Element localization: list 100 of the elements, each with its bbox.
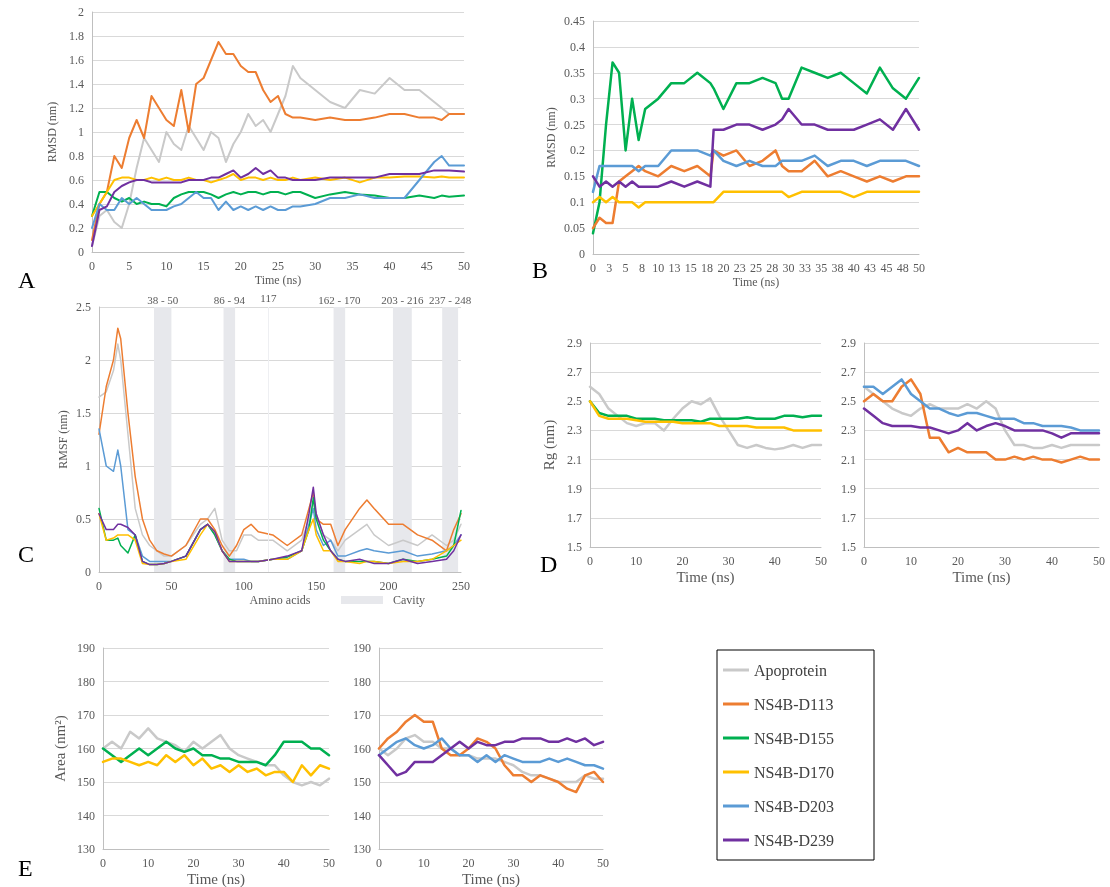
- y-tick-label: 130: [77, 842, 95, 856]
- x-tick-label: 23: [733, 261, 746, 275]
- x-tick-label: 20: [462, 856, 475, 870]
- y-tick-label: 1.6: [69, 53, 84, 67]
- x-tick-label: 30: [309, 259, 322, 273]
- x-tick-label: 0: [590, 261, 596, 275]
- line-series: [377, 713, 605, 794]
- x-axis-title: Time (ns): [254, 273, 302, 287]
- x-tick-label: 28: [766, 261, 779, 275]
- x-axis-title: Time (ns): [732, 275, 780, 289]
- x-tick-label: 10: [142, 856, 155, 870]
- y-tick-label: 0.45: [564, 14, 585, 28]
- y-tick-label: 0.6: [69, 173, 84, 187]
- y-tick-label: 1.9: [841, 481, 856, 496]
- x-tick-label: 50: [913, 261, 925, 275]
- y-tick-label: 1.4: [69, 77, 84, 91]
- line-series: [591, 61, 921, 235]
- x-tick-label: 20: [717, 261, 730, 275]
- x-tick-label: 25: [272, 259, 284, 273]
- y-tick-label: 2.5: [76, 300, 91, 314]
- y-tick-label: 140: [353, 808, 371, 823]
- x-tick-label: 30: [999, 554, 1011, 568]
- y-tick-label: 2.9: [841, 336, 856, 350]
- x-tick-label: 40: [768, 554, 781, 568]
- x-tick-label: 15: [197, 259, 210, 273]
- x-tick-label: 0: [376, 856, 382, 870]
- y-tick-label: 0: [78, 245, 84, 259]
- x-tick-label: 0: [100, 856, 106, 870]
- y-axis-title: Area (nm²): [51, 715, 69, 782]
- x-tick-label: 20: [187, 856, 200, 870]
- legend-label: NS4B-D113: [754, 695, 834, 713]
- x-tick-label: 100: [234, 579, 253, 593]
- y-tick-label: 170: [353, 708, 371, 722]
- x-tick-label: 10: [630, 554, 643, 568]
- ref-line-label: 117: [260, 291, 277, 304]
- line-series: [91, 155, 465, 229]
- x-axis-title: Time (ns): [186, 870, 246, 887]
- y-tick-label: 1.7: [567, 510, 582, 525]
- y-tick-label: 150: [77, 775, 95, 789]
- x-tick-label: 40: [383, 259, 396, 273]
- y-tick-label: 0.35: [564, 65, 585, 80]
- y-tick-label: 2.5: [567, 394, 582, 409]
- y-tick-label: 2.1: [567, 452, 582, 467]
- x-tick-label: 30: [232, 856, 245, 870]
- y-tick-label: 1.5: [76, 406, 91, 420]
- x-tick-label: 10: [905, 554, 917, 568]
- x-tick-label: 5: [622, 261, 629, 275]
- line-series: [377, 737, 605, 777]
- x-tick-label: 150: [307, 579, 326, 593]
- x-tick-label: 50: [323, 856, 335, 870]
- y-tick-label: 170: [77, 708, 95, 722]
- x-tick-label: 50: [597, 856, 609, 870]
- y-tick-label: 130: [353, 842, 371, 856]
- y-tick-label: 0.4: [570, 39, 585, 54]
- y-tick-label: 2: [78, 5, 84, 19]
- x-tick-label: 40: [277, 856, 290, 870]
- line-series: [91, 173, 465, 217]
- x-axis-title: Time (ns): [952, 568, 1011, 586]
- x-tick-label: 50: [165, 579, 178, 593]
- band-label: 38 - 50: [147, 293, 179, 306]
- y-tick-label: 0: [85, 565, 91, 579]
- x-axis-title: Time (ns): [676, 568, 735, 586]
- y-tick-label: 0.05: [564, 221, 585, 236]
- band-label: 237 - 248: [429, 293, 472, 306]
- x-tick-label: 10: [160, 259, 173, 273]
- x-tick-label: 33: [798, 261, 811, 275]
- x-tick-label: 13: [668, 261, 681, 275]
- line-series: [862, 378, 1101, 464]
- x-tick-label: 18: [701, 261, 714, 275]
- y-tick-label: 2.5: [841, 394, 856, 409]
- x-axis-title: Amino acids: [249, 593, 311, 607]
- y-tick-label: 0.15: [564, 169, 585, 184]
- line-series: [862, 378, 1101, 432]
- y-tick-label: 1.5: [567, 540, 582, 554]
- text: A: [18, 267, 36, 293]
- x-tick-label: 40: [847, 261, 860, 275]
- text: E: [18, 855, 33, 881]
- x-tick-label: 30: [782, 261, 795, 275]
- text: Cavity: [393, 593, 425, 607]
- x-tick-label: 15: [684, 261, 697, 275]
- x-tick-label: 8: [638, 261, 645, 275]
- y-axis-title: RMSD (nm): [544, 107, 558, 168]
- y-tick-label: 190: [353, 641, 371, 655]
- line-series: [591, 190, 921, 209]
- y-tick-label: 1: [78, 125, 84, 139]
- y-tick-label: 180: [77, 674, 95, 689]
- x-tick-label: 20: [234, 259, 247, 273]
- line-series: [591, 107, 921, 188]
- y-tick-label: 0.1: [570, 195, 585, 210]
- line-series: [377, 737, 605, 770]
- line-series: [591, 149, 921, 230]
- text: D: [540, 551, 558, 577]
- x-tick-label: 35: [346, 259, 359, 273]
- x-tick-label: 45: [420, 259, 433, 273]
- y-tick-label: 0.3: [570, 91, 585, 106]
- x-tick-label: 43: [864, 261, 877, 275]
- line-series: [91, 191, 465, 217]
- line-series: [101, 753, 331, 784]
- legend-label: NS4B-D239: [754, 831, 835, 849]
- y-tick-label: 190: [77, 641, 95, 655]
